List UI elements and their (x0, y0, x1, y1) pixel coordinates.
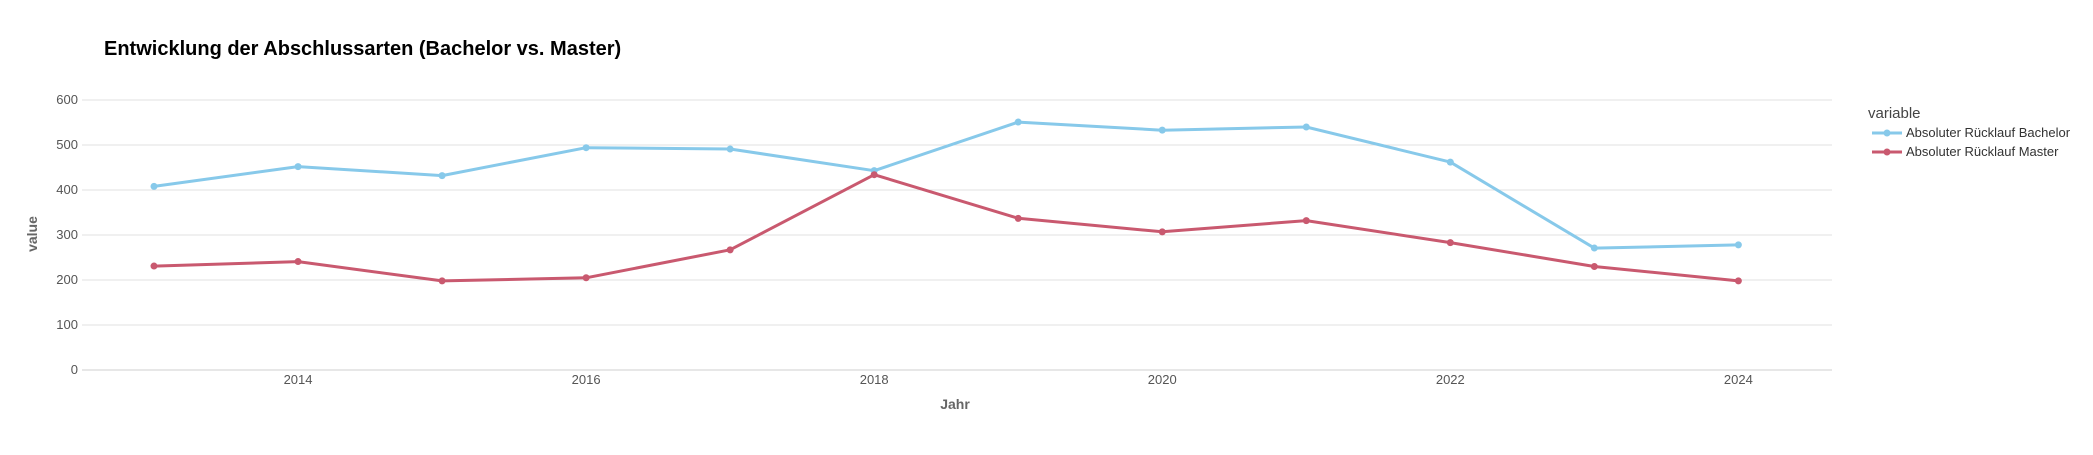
legend-item: Absoluter Rücklauf Master (1872, 144, 2059, 159)
x-tick-label: 2018 (860, 372, 889, 387)
data-point (1446, 158, 1454, 166)
legend-items: Absoluter Rücklauf Bachelor Absoluter Rüc… (1872, 125, 2071, 159)
x-axis-ticks: 2014 2016 2018 2020 2022 2024 (284, 372, 1753, 387)
x-tick-label: 2014 (284, 372, 313, 387)
data-point (582, 274, 590, 282)
data-point (1158, 228, 1166, 236)
data-point (1734, 277, 1742, 285)
y-axis-ticks: 0 100 200 300 400 500 600 (56, 92, 78, 377)
data-point (150, 262, 158, 270)
series-group (150, 171, 1742, 285)
data-point (1014, 118, 1022, 126)
y-tick-label: 0 (71, 362, 78, 377)
legend-swatch-marker (1883, 129, 1891, 137)
data-point (438, 172, 446, 180)
x-axis-title: Jahr (940, 396, 970, 412)
data-point (726, 246, 734, 254)
y-tick-label: 200 (56, 272, 78, 287)
legend-swatch-marker (1883, 148, 1891, 156)
legend-label: Absoluter Rücklauf Master (1906, 144, 2059, 159)
y-tick-label: 600 (56, 92, 78, 107)
data-point (870, 171, 878, 179)
grid (82, 99, 1832, 371)
series (150, 118, 1742, 285)
data-point (1302, 217, 1310, 225)
y-tick-label: 100 (56, 317, 78, 332)
x-tick-label: 2024 (1724, 372, 1753, 387)
x-tick-label: 2020 (1148, 372, 1177, 387)
data-point (150, 182, 158, 190)
chart-title: Entwicklung der Abschlussarten (Bachelor… (104, 38, 621, 60)
y-axis-title: value (24, 216, 40, 252)
data-point (582, 144, 590, 152)
series-line (152, 120, 1740, 250)
data-point (1590, 263, 1598, 270)
data-point (726, 145, 734, 153)
data-point (1734, 241, 1742, 249)
legend-title: variable (1868, 105, 1921, 122)
legend: variable Absoluter Rücklauf BachelorAbso… (1868, 105, 2071, 159)
data-point (294, 163, 302, 171)
legend-item: Absoluter Rücklauf Bachelor (1872, 125, 2071, 140)
y-tick-label: 500 (56, 137, 78, 152)
x-tick-label: 2016 (572, 372, 601, 387)
series-group (150, 118, 1742, 252)
legend-label: Absoluter Rücklauf Bachelor (1906, 125, 2071, 140)
data-point (1590, 244, 1598, 252)
y-tick-label: 400 (56, 182, 78, 197)
x-tick-label: 2022 (1436, 372, 1465, 387)
data-point (1446, 239, 1454, 247)
data-point (1302, 123, 1310, 131)
data-point (1014, 214, 1022, 222)
data-point (294, 258, 302, 266)
data-point (438, 277, 446, 285)
series-line (152, 173, 1740, 283)
y-tick-label: 300 (56, 227, 78, 242)
data-point (1158, 126, 1166, 134)
